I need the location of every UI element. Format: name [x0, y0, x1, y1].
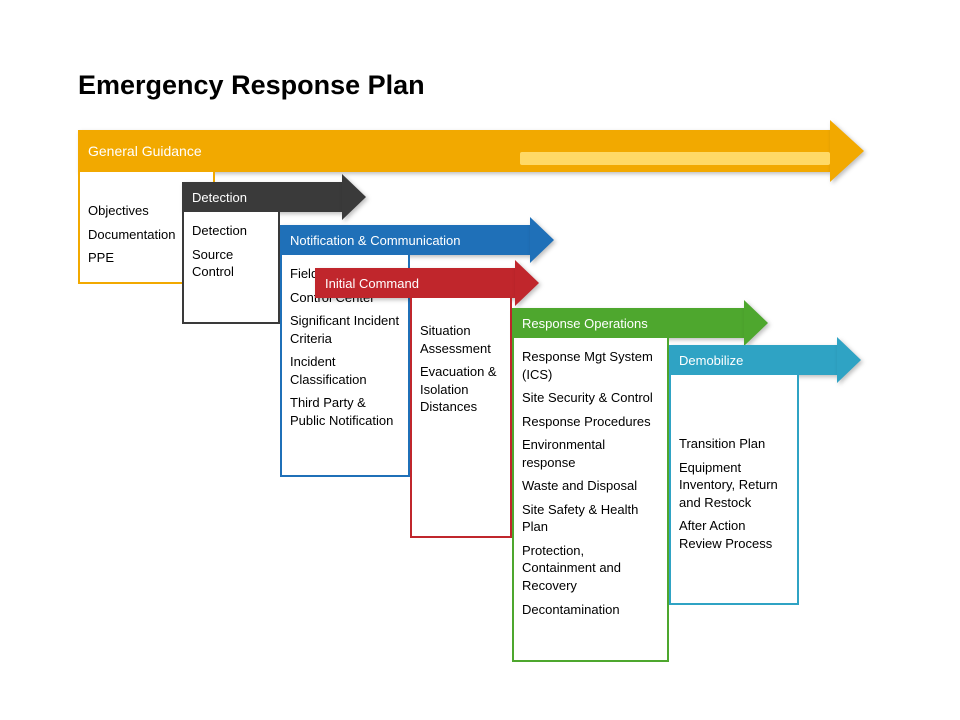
list-item: Evacuation & Isolation Distances — [420, 363, 502, 416]
list-item: Third Party & Public Notification — [290, 394, 400, 429]
list-item: Site Safety & Health Plan — [522, 501, 659, 536]
arrow-initial: Initial Command — [315, 268, 539, 298]
list-item: Equipment Inventory, Return and Restock — [679, 459, 789, 512]
arrow-label-detection: Detection — [182, 182, 342, 212]
content-box-initial: Situation Assessment Evacuation & Isolati… — [410, 298, 512, 538]
list-item: After Action Review Process — [679, 517, 789, 552]
list-item: Environmental response — [522, 436, 659, 471]
list-item: Transition Plan — [679, 435, 789, 453]
arrow-general: General Guidance — [78, 130, 864, 172]
list-item: Significant Incident Criteria — [290, 312, 400, 347]
arrow-response: Response Operations — [512, 308, 768, 338]
arrow-highlight-stripe — [520, 152, 830, 165]
arrow-label-initial: Initial Command — [315, 268, 515, 298]
list-item: Decontamination — [522, 601, 659, 619]
list-item: Waste and Disposal — [522, 477, 659, 495]
arrow-head-icon — [530, 217, 554, 263]
arrow-detection: Detection — [182, 182, 366, 212]
list-item: Response Mgt System (ICS) — [522, 348, 659, 383]
arrow-label-notification: Notification & Communication — [280, 225, 530, 255]
page-title: Emergency Response Plan — [78, 70, 425, 101]
arrow-head-icon — [515, 260, 539, 306]
list-item: Source Control — [192, 246, 270, 281]
list-item: Incident Classification — [290, 353, 400, 388]
arrow-label-response: Response Operations — [512, 308, 744, 338]
arrow-head-icon — [830, 120, 864, 182]
list-item: Site Security & Control — [522, 389, 659, 407]
list-item: Response Procedures — [522, 413, 659, 431]
list-item: Protection, Containment and Recovery — [522, 542, 659, 595]
arrow-head-icon — [837, 337, 861, 383]
arrow-head-icon — [744, 300, 768, 346]
list-item: Situation Assessment — [420, 322, 502, 357]
arrow-head-icon — [342, 174, 366, 220]
arrow-notification: Notification & Communication — [280, 225, 554, 255]
content-box-detection: Detection Source Control — [182, 212, 280, 324]
content-box-response: Response Mgt System (ICS) Site Security &… — [512, 338, 669, 662]
content-box-demobilize: Transition Plan Equipment Inventory, Retu… — [669, 375, 799, 605]
list-item: Detection — [192, 222, 270, 240]
arrow-label-general: General Guidance — [78, 130, 830, 172]
arrow-label-demobilize: Demobilize — [669, 345, 837, 375]
arrow-demobilize: Demobilize — [669, 345, 861, 375]
